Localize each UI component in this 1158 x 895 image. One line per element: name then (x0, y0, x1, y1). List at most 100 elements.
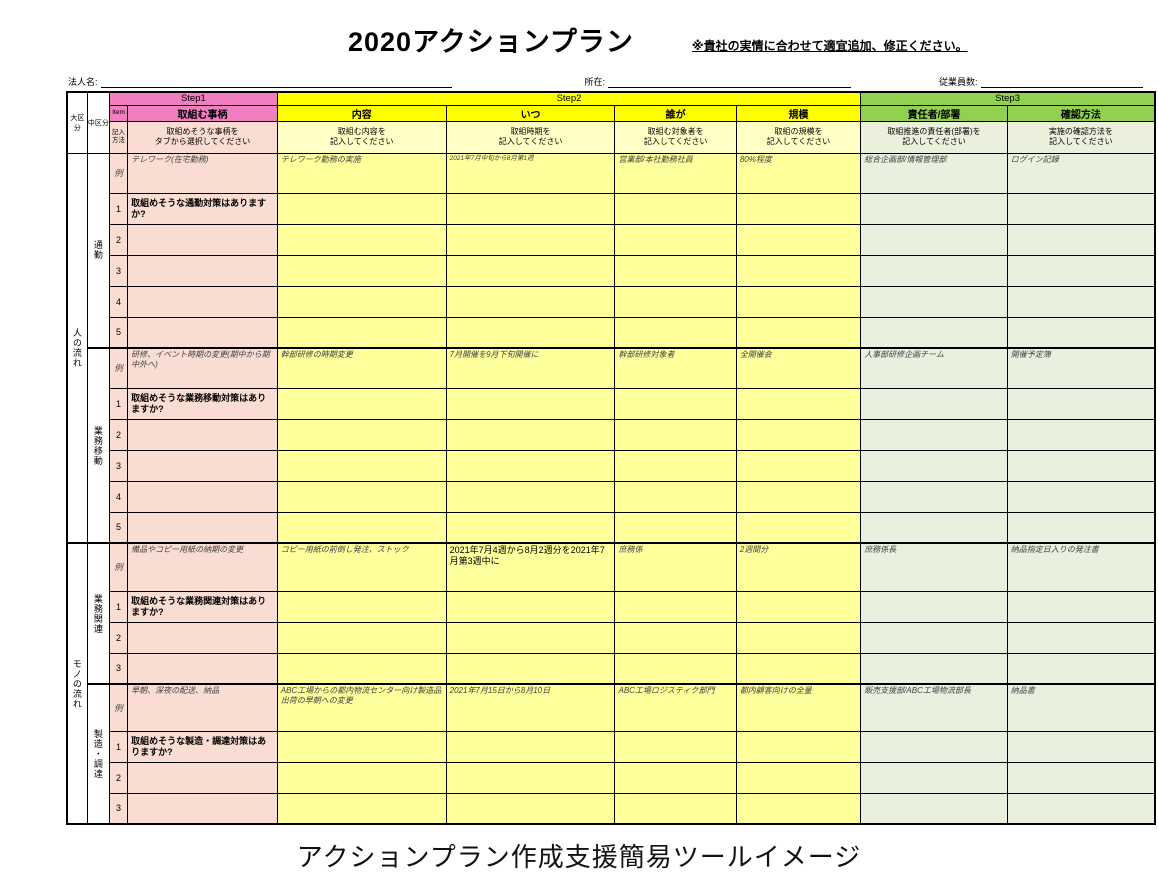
input-cell-check[interactable] (1006, 590, 1156, 623)
input-cell-scale[interactable] (735, 449, 862, 482)
input-cell-when[interactable] (445, 254, 616, 287)
input-cell-scale[interactable] (735, 480, 862, 513)
input-cell-check[interactable] (1006, 387, 1156, 420)
input-cell-content[interactable] (276, 223, 447, 256)
input-cell-who[interactable] (614, 511, 737, 544)
input-cell-when[interactable] (445, 511, 616, 544)
input-cell-scale[interactable] (735, 761, 862, 794)
input-cell-content[interactable] (276, 761, 447, 794)
input-cell-content[interactable] (276, 792, 447, 825)
input-cell-when[interactable] (445, 480, 616, 513)
input-cell-check[interactable] (1006, 621, 1156, 654)
company-name-field[interactable] (100, 77, 452, 88)
input-cell-who[interactable] (614, 418, 737, 451)
input-cell-when[interactable] (445, 449, 616, 482)
input-cell-owner[interactable] (860, 418, 1008, 451)
input-cell-who[interactable] (614, 254, 737, 287)
input-cell-content[interactable] (276, 730, 447, 763)
input-cell-matter[interactable] (127, 316, 278, 349)
input-cell-check[interactable] (1006, 192, 1156, 225)
input-cell-matter[interactable] (127, 792, 278, 825)
input-cell-who[interactable] (614, 730, 737, 763)
input-cell-who[interactable] (614, 316, 737, 349)
input-cell-check[interactable] (1006, 730, 1156, 763)
input-cell-content[interactable] (276, 192, 447, 225)
input-cell-check[interactable] (1006, 449, 1156, 482)
input-cell-when[interactable] (445, 761, 616, 794)
input-cell-content[interactable] (276, 590, 447, 623)
input-cell-check[interactable] (1006, 254, 1156, 287)
input-cell-who[interactable] (614, 192, 737, 225)
input-cell-scale[interactable] (735, 285, 862, 318)
input-cell-when[interactable] (445, 285, 616, 318)
input-cell-scale[interactable] (735, 511, 862, 544)
input-cell-owner[interactable] (860, 285, 1008, 318)
input-cell-owner[interactable] (860, 254, 1008, 287)
input-cell-matter[interactable] (127, 511, 278, 544)
input-cell-who[interactable] (614, 621, 737, 654)
input-cell-who[interactable] (614, 480, 737, 513)
input-cell-matter[interactable] (127, 621, 278, 654)
input-cell-matter[interactable] (127, 449, 278, 482)
input-cell-matter[interactable] (127, 761, 278, 794)
input-cell-owner[interactable] (860, 192, 1008, 225)
input-cell-who[interactable] (614, 449, 737, 482)
input-cell-owner[interactable] (860, 223, 1008, 256)
input-cell-who[interactable] (614, 792, 737, 825)
input-cell-scale[interactable] (735, 730, 862, 763)
input-cell-matter[interactable] (127, 480, 278, 513)
input-cell-who[interactable] (614, 387, 737, 420)
input-cell-owner[interactable] (860, 387, 1008, 420)
input-cell-check[interactable] (1006, 652, 1156, 685)
input-cell-when[interactable] (445, 621, 616, 654)
input-cell-scale[interactable] (735, 223, 862, 256)
input-cell-content[interactable] (276, 652, 447, 685)
input-cell-scale[interactable] (735, 590, 862, 623)
input-cell-content[interactable] (276, 285, 447, 318)
input-cell-who[interactable] (614, 285, 737, 318)
input-cell-check[interactable] (1006, 480, 1156, 513)
input-cell-check[interactable] (1006, 792, 1156, 825)
input-cell-when[interactable] (445, 316, 616, 349)
input-cell-when[interactable] (445, 387, 616, 420)
input-cell-content[interactable] (276, 254, 447, 287)
input-cell-when[interactable] (445, 652, 616, 685)
input-cell-scale[interactable] (735, 418, 862, 451)
input-cell-when[interactable] (445, 223, 616, 256)
location-field[interactable] (608, 77, 852, 88)
input-cell-check[interactable] (1006, 511, 1156, 544)
input-cell-who[interactable] (614, 761, 737, 794)
input-cell-scale[interactable] (735, 621, 862, 654)
input-cell-scale[interactable] (735, 254, 862, 287)
input-cell-content[interactable] (276, 449, 447, 482)
input-cell-owner[interactable] (860, 590, 1008, 623)
input-cell-owner[interactable] (860, 449, 1008, 482)
input-cell-owner[interactable] (860, 761, 1008, 794)
input-cell-scale[interactable] (735, 792, 862, 825)
input-cell-scale[interactable] (735, 652, 862, 685)
employees-field[interactable] (980, 77, 1143, 88)
input-cell-content[interactable] (276, 387, 447, 420)
input-cell-content[interactable] (276, 621, 447, 654)
input-cell-who[interactable] (614, 223, 737, 256)
input-cell-when[interactable] (445, 730, 616, 763)
input-cell-check[interactable] (1006, 316, 1156, 349)
input-cell-check[interactable] (1006, 761, 1156, 794)
input-cell-matter[interactable] (127, 254, 278, 287)
input-cell-owner[interactable] (860, 730, 1008, 763)
input-cell-matter[interactable] (127, 652, 278, 685)
input-cell-when[interactable] (445, 192, 616, 225)
input-cell-matter[interactable] (127, 223, 278, 256)
input-cell-content[interactable] (276, 480, 447, 513)
input-cell-matter[interactable] (127, 418, 278, 451)
input-cell-scale[interactable] (735, 316, 862, 349)
input-cell-owner[interactable] (860, 480, 1008, 513)
input-cell-who[interactable] (614, 652, 737, 685)
input-cell-when[interactable] (445, 590, 616, 623)
input-cell-owner[interactable] (860, 511, 1008, 544)
input-cell-check[interactable] (1006, 223, 1156, 256)
input-cell-owner[interactable] (860, 621, 1008, 654)
input-cell-check[interactable] (1006, 418, 1156, 451)
input-cell-scale[interactable] (735, 192, 862, 225)
input-cell-owner[interactable] (860, 652, 1008, 685)
